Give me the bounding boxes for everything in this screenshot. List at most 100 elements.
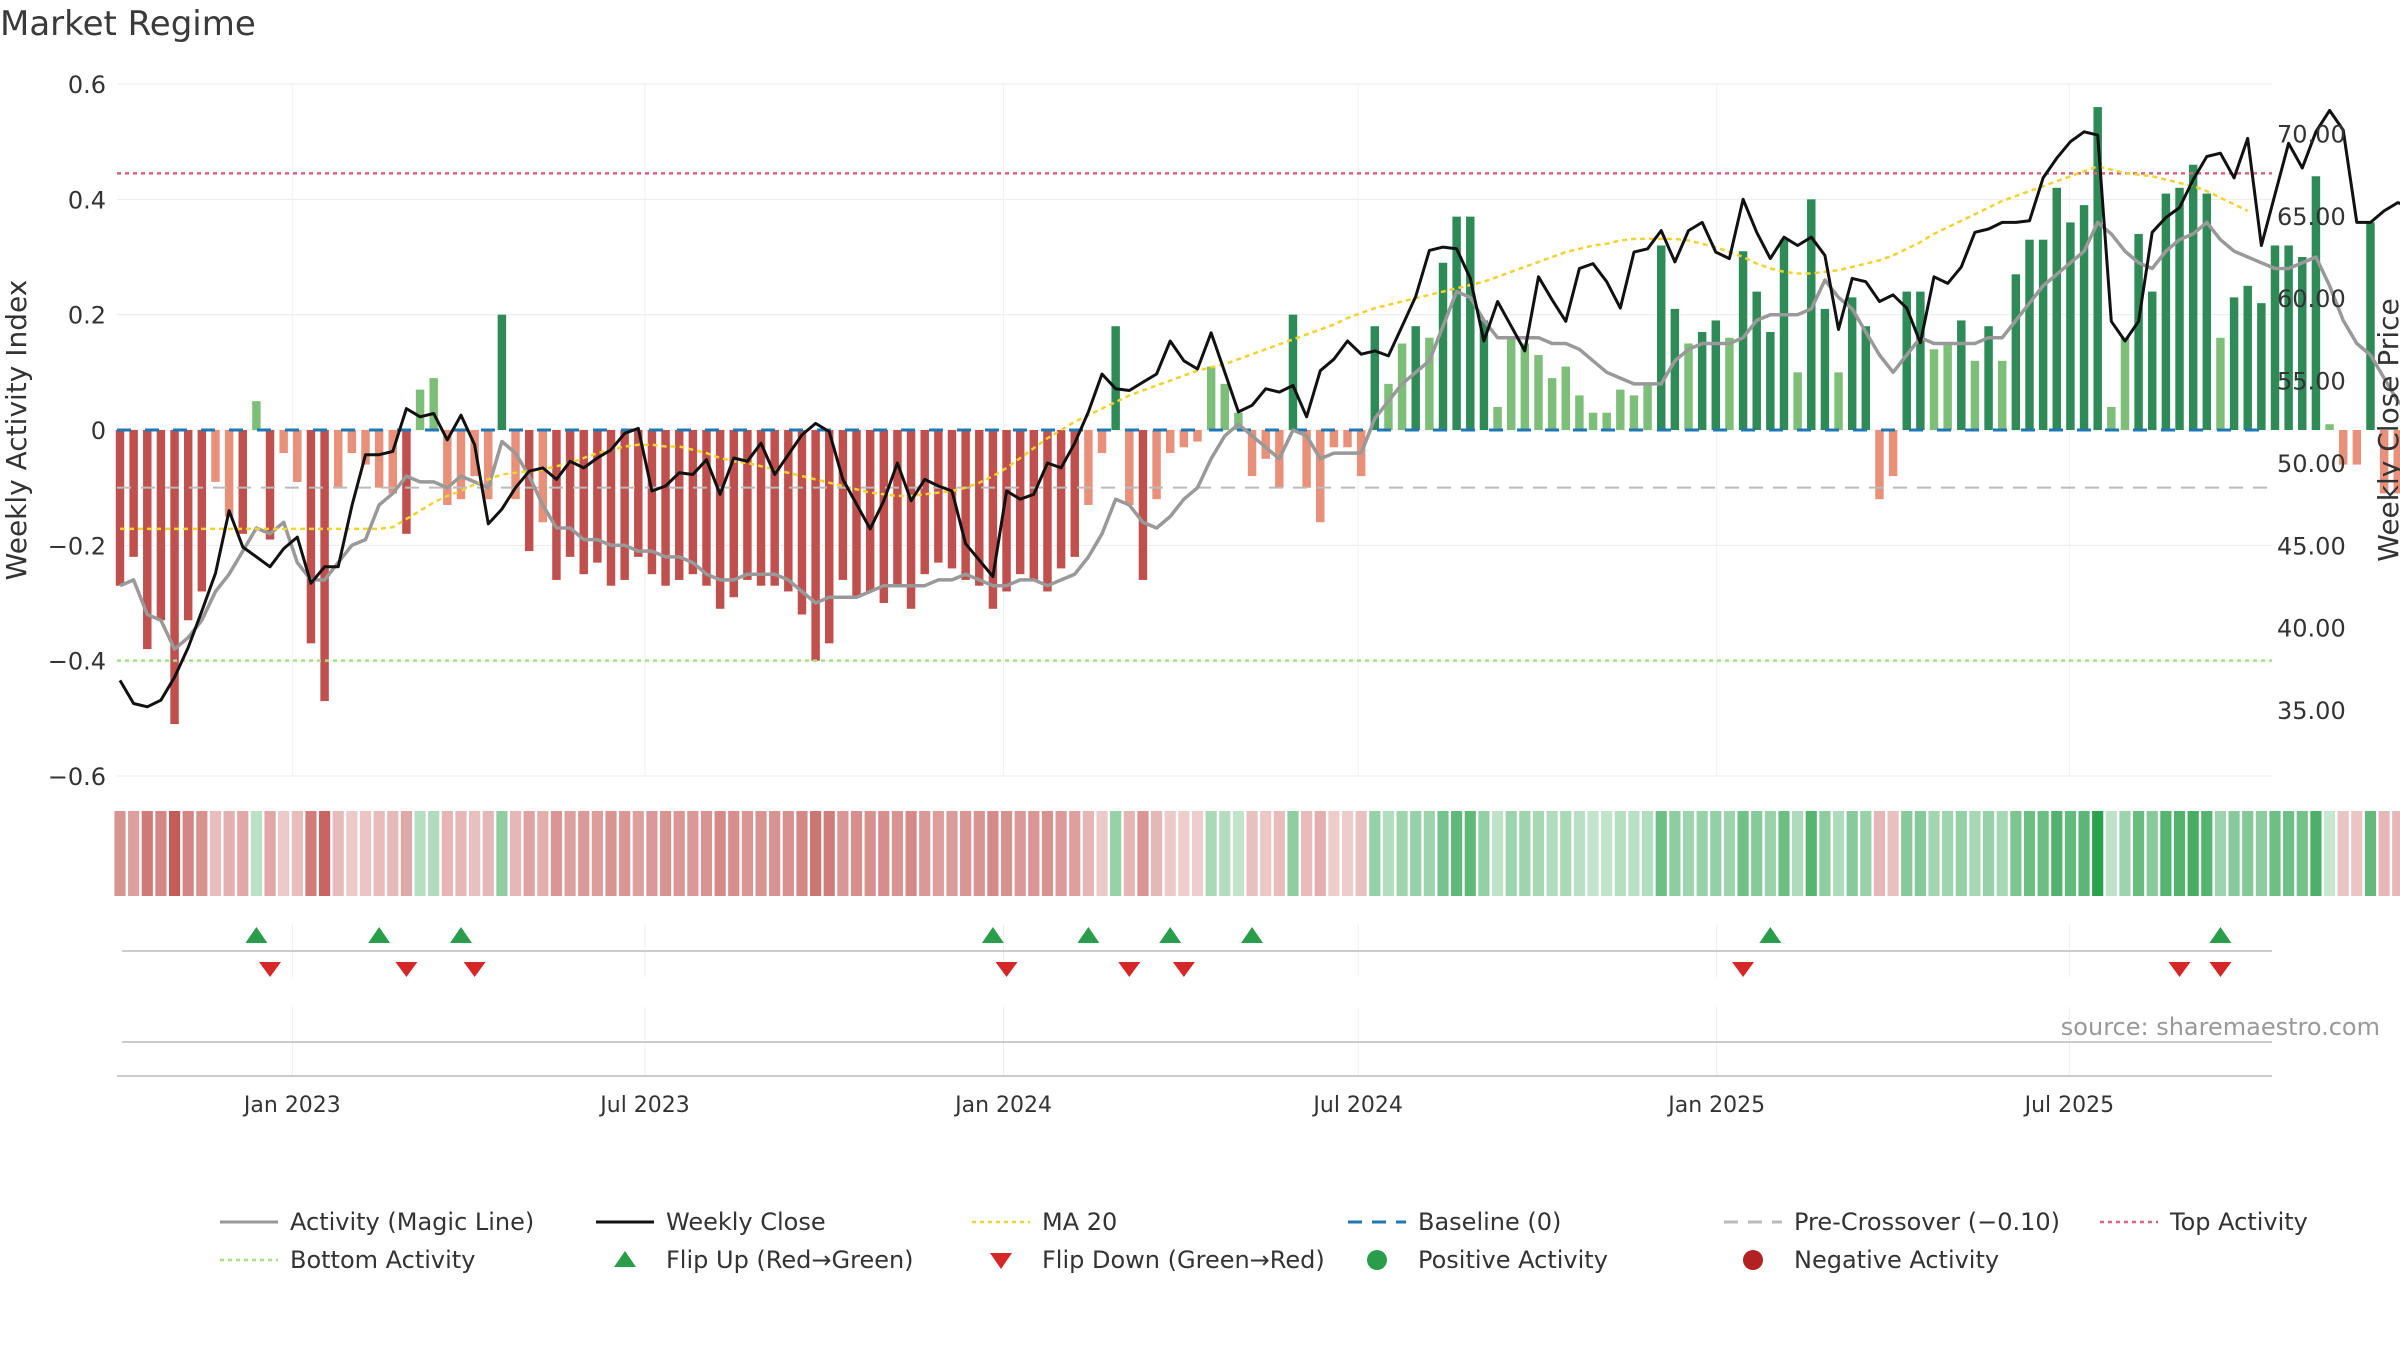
heat-cell [250,811,262,896]
heat-cell [1082,811,1094,896]
heat-cell [2228,811,2240,896]
heat-cell [2092,811,2104,896]
heat-cell [1355,811,1367,896]
heat-cell [2337,811,2349,896]
activity-bar [1193,430,1202,442]
y-tick-label: 0.4 [68,186,106,214]
activity-bar [961,430,970,580]
activity-bar [1847,297,1857,430]
heat-cell [1819,811,1831,896]
heat-cell [973,811,985,896]
activity-bar [238,430,247,534]
heat-cell [850,811,863,896]
activity-bar [2366,222,2375,430]
activity-bar [1411,326,1420,430]
legend-label: MA 20 [1042,1208,1118,1236]
legend-item: Weekly Close [594,1205,826,1239]
legend-item: Positive Activity [1346,1243,1608,1277]
heat-cell [1478,811,1490,896]
legend-label: Flip Up (Red→Green) [666,1246,914,1274]
activity-bar [784,430,793,592]
heat-cell [1246,811,1258,896]
heat-cell [1587,811,1599,896]
flip-down-marker [1732,962,1755,977]
activity-bar [2134,233,2143,430]
activity-bar [1588,412,1598,430]
heat-cell [537,811,549,896]
heat-cell [1832,811,1845,896]
y-tick-label: 0.6 [68,71,106,99]
heat-cell [359,811,372,896]
magic-line-series [119,220,2400,651]
heat-cell [1519,811,1531,896]
y-right-axis-title: Weekly Close Price [2372,298,2400,561]
heat-cell [1573,811,1585,896]
activity-bars [115,107,2400,725]
activity-bar [1616,389,1625,430]
activity-bar [1534,355,1543,430]
activity-bar [1152,430,1161,500]
activity-bar [484,430,493,500]
heat-cell [128,811,140,896]
activity-bar [361,430,370,465]
heat-cell [1382,811,1395,896]
legend-label: Flip Down (Green→Red) [1042,1246,1325,1274]
x-tick-label: Jul 2025 [2023,1093,2115,1118]
heat-cell [2037,811,2049,896]
activity-bar [2284,245,2293,430]
heat-cell [632,811,644,896]
heat-cell [278,811,290,896]
flip-down-marker [463,962,486,977]
heat-cell [1805,811,1817,896]
heat-cell [1696,811,1708,896]
heat-cell [578,811,590,896]
heat-cell [2023,811,2036,896]
activity-bar [1929,349,1939,430]
activity-bar [1084,430,1093,505]
heat-cell [332,811,344,896]
activity-bar [1970,360,1980,430]
heat-cell [1096,811,1108,896]
source-note: source: sharemaestro.com [2060,1013,2380,1041]
y-tick-label: 0 [91,417,106,445]
heat-cell [1178,811,1190,896]
heat-cell [1505,811,1517,896]
y-tick-label: −0.4 [48,648,106,676]
legend-label: Positive Activity [1418,1246,1608,1274]
heat-cell [1287,811,1299,896]
heat-cell [837,811,849,896]
heat-cell [1682,811,1695,896]
activity-bar [756,430,766,586]
triangle-up-legend-icon [614,1251,636,1267]
heat-cell [2105,811,2117,896]
activity-bar [306,430,316,644]
activity-bar [634,430,643,557]
heat-cell [700,811,713,896]
flip-up-marker [1159,927,1182,943]
legend-item: Activity (Magic Line) [218,1205,534,1239]
series-lines [118,108,2400,709]
y-tick-label: −0.2 [48,532,106,560]
activity-bar [934,430,943,563]
heat-cell [960,811,972,896]
activity-bar [1738,251,1748,430]
activity-bar [2379,430,2389,494]
activity-bar [811,430,820,661]
activity-bar [606,430,616,586]
legend-label: Negative Activity [1794,1246,2000,1274]
legend-triangle-up-glyph [614,1251,636,1267]
y-axis-title: Weekly Activity Index [0,280,33,581]
activity-bar [1329,430,1339,448]
heat-cell [1314,811,1326,896]
y-tick-label: 0.2 [68,302,106,330]
activity-bar [2161,193,2171,430]
activity-bar [2352,430,2362,465]
activity-bar [1902,291,1911,430]
heat-cell [482,811,494,896]
activity-bar [538,430,548,523]
heat-cell [496,811,508,896]
activity-bar [2188,164,2198,430]
heat-cell [291,811,303,896]
flip-up-marker [1759,927,1782,943]
activity-bar [1793,372,1802,430]
